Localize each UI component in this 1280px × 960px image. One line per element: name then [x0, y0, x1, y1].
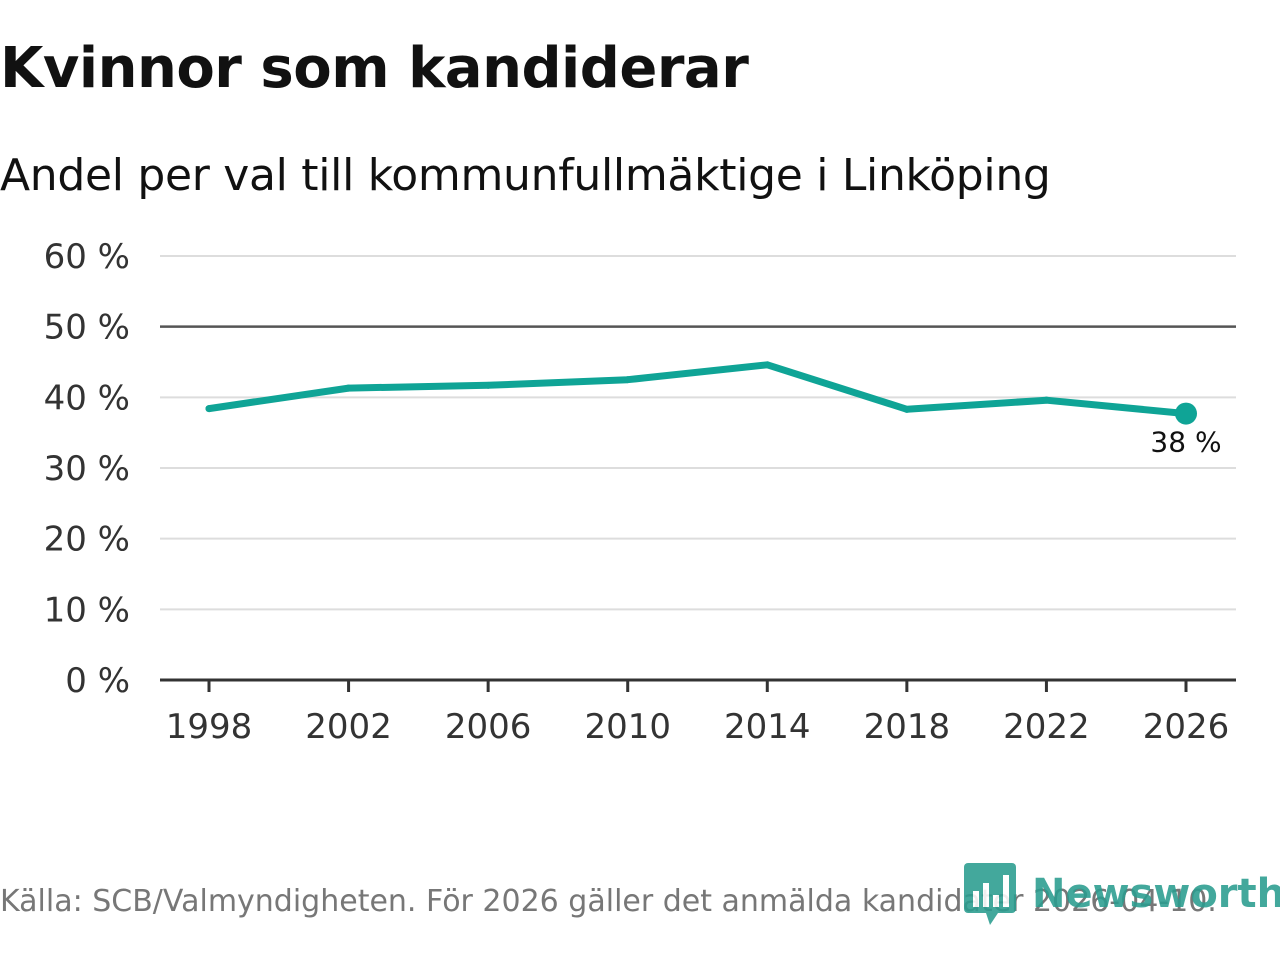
data-point-2014: [763, 361, 771, 369]
data-point-2022: [1042, 396, 1050, 404]
y-tick-label-40: 40 %: [44, 378, 130, 418]
x-tick-label-2002: 2002: [305, 707, 392, 747]
x-tick-label-1998: 1998: [166, 707, 253, 747]
y-tick-label-10: 10 %: [44, 590, 130, 630]
end-value-label: 38 %: [1150, 426, 1221, 459]
data-point-2010: [624, 376, 632, 384]
series: [205, 361, 1197, 425]
data-point-2018: [903, 405, 911, 413]
x-tick-label-2006: 2006: [445, 707, 532, 747]
chart-subtitle: Andel per val till kommunfullmäktige i L…: [0, 150, 1051, 201]
y-tick-label-50: 50 %: [44, 308, 130, 348]
y-tick-label-20: 20 %: [44, 520, 130, 560]
x-axis: [160, 678, 1236, 692]
x-tick-label-2022: 2022: [1003, 707, 1090, 747]
y-tick-label-0: 0 %: [65, 661, 130, 701]
x-tick-label-2018: 2018: [864, 707, 951, 747]
y-tick-label-60: 60 %: [44, 237, 130, 277]
x-axis-labels: 1998 2002 2006 2010 2014 2018 2022 2026: [166, 707, 1230, 747]
logo-text: Newsworthy: [1032, 871, 1280, 917]
x-tick-label-2010: 2010: [584, 707, 671, 747]
data-point-1998: [205, 405, 213, 413]
data-point-2006: [484, 381, 492, 389]
series-line-0: [205, 361, 1190, 418]
data-point-2002: [345, 384, 353, 392]
y-tick-label-30: 30 %: [44, 449, 130, 489]
data-labels: 38 %: [1150, 426, 1221, 459]
y-axis-labels: 0 % 10 % 20 % 30 % 40 % 50 % 60 %: [44, 237, 130, 701]
x-tick-label-2026: 2026: [1143, 707, 1230, 747]
bar-chart-icon: [964, 863, 1016, 925]
grid-lines: [160, 255, 1236, 611]
data-point-2026: [1175, 402, 1197, 425]
newsworthy-logo: Newsworthy: [964, 863, 1280, 925]
x-tick-label-2014: 2014: [724, 707, 811, 747]
chart-title: Kvinnor som kandiderar: [0, 36, 749, 101]
